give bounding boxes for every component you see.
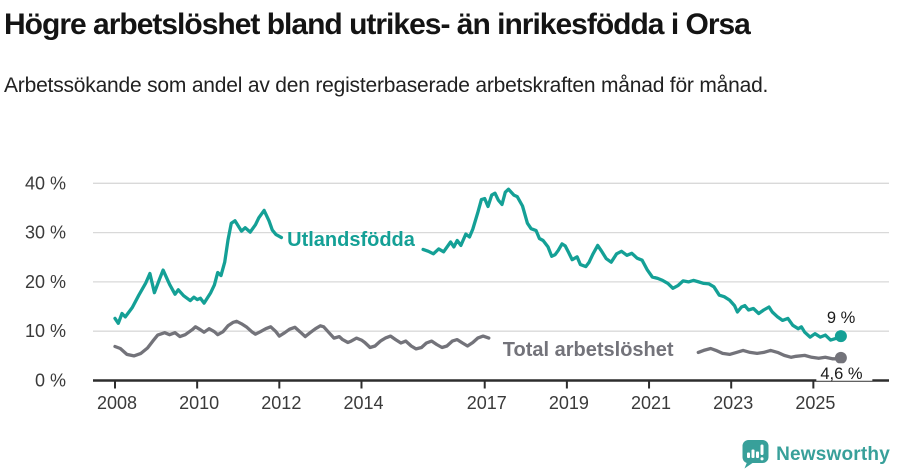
x-tick-label: 2010 [179,393,219,413]
x-tick-label: 2008 [97,393,137,413]
chart-subtitle: Arbetssökande som andel av den registerb… [4,74,769,97]
x-tick-label: 2023 [713,393,753,413]
x-tick-label: 2017 [467,393,507,413]
x-tick-label: 2025 [795,393,835,413]
end-value-label-total-arbetsloshet: 4,6 % [820,365,863,383]
end-value-label-utlandsfodda: 9 % [827,309,856,327]
brand-name: Newsworthy [776,443,890,465]
y-tick-label: 0 % [35,371,66,391]
y-tick-label: 40 % [25,173,66,193]
x-tick-label: 2021 [631,393,671,413]
x-tick-label: 2012 [261,393,301,413]
series-line-utlandsfodda [421,187,843,342]
y-tick-label: 20 % [25,272,66,292]
series-line-total-arbetsloshet [113,319,491,358]
page-title: Högre arbetslöshet bland utrikes- än inr… [4,8,751,41]
x-tick-label: 2014 [343,393,383,413]
series-end-dot-total-arbetsloshet [834,351,847,364]
series-label-utlandsfodda: Utlandsfödda [287,229,416,251]
newsworthy-logo-icon [742,440,769,469]
x-tick-label: 2019 [549,393,589,413]
series-line-total-arbetsloshet [696,346,843,361]
end-label-bg-total-arbetsloshet [816,363,873,381]
newsworthy-branding: Newsworthy [742,440,890,469]
series-label-total-arbetsloshet: Total arbetslöshet [503,339,674,361]
y-tick-label: 30 % [25,223,66,243]
y-tick-label: 10 % [25,321,66,341]
series-end-dot-utlandsfodda [834,330,847,343]
series-line-utlandsfodda [113,208,284,325]
